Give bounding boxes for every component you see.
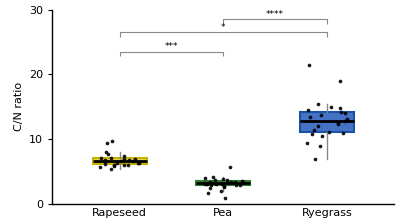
Point (317, 144, 323, 148)
Point (311, 157, 318, 161)
Point (212, 179, 218, 182)
Point (318, 113, 324, 116)
Point (344, 117, 350, 120)
Point (309, 132, 315, 136)
Point (342, 112, 348, 115)
Point (125, 164, 132, 167)
Point (336, 79, 343, 83)
Point (341, 119, 348, 123)
Point (305, 108, 311, 112)
Point (201, 181, 207, 185)
Point (126, 158, 132, 162)
Point (343, 118, 350, 122)
Point (96, 165, 103, 168)
Point (210, 175, 216, 179)
Point (218, 190, 224, 193)
Point (108, 156, 114, 160)
Point (207, 180, 214, 184)
PathPatch shape (93, 158, 147, 164)
Point (338, 110, 344, 114)
Text: *: * (221, 23, 226, 32)
Text: ***: *** (165, 42, 178, 51)
Point (306, 63, 312, 67)
PathPatch shape (300, 112, 354, 132)
Point (118, 159, 124, 163)
Point (335, 121, 342, 125)
Point (208, 183, 214, 187)
Point (228, 180, 234, 183)
Point (328, 105, 334, 109)
Point (314, 102, 321, 106)
Point (111, 164, 117, 168)
Point (135, 162, 142, 165)
Point (233, 184, 239, 187)
Point (221, 186, 227, 189)
Point (220, 177, 226, 181)
Point (222, 196, 228, 200)
Point (114, 162, 120, 165)
Point (201, 177, 208, 180)
Point (206, 186, 213, 190)
Point (303, 141, 310, 144)
Point (136, 161, 142, 165)
Point (224, 178, 230, 181)
Point (232, 180, 238, 183)
Text: ****: **** (266, 10, 284, 19)
Point (237, 183, 244, 187)
Point (103, 151, 110, 154)
Point (108, 139, 115, 142)
Point (204, 191, 211, 194)
Point (108, 167, 114, 170)
Point (227, 165, 233, 168)
Point (307, 115, 313, 118)
Point (102, 160, 108, 164)
Point (337, 106, 343, 110)
Point (130, 160, 137, 163)
Point (311, 128, 318, 131)
Point (98, 156, 104, 159)
Point (120, 157, 127, 161)
Point (326, 130, 332, 133)
Point (121, 163, 128, 166)
Y-axis label: C/N ratio: C/N ratio (14, 82, 24, 131)
Point (319, 134, 326, 138)
Point (111, 163, 118, 166)
Point (102, 162, 108, 166)
Point (121, 154, 127, 157)
Point (218, 182, 225, 185)
Point (335, 123, 342, 126)
Point (239, 179, 245, 183)
PathPatch shape (196, 181, 250, 185)
Point (240, 180, 246, 184)
Point (204, 182, 210, 185)
Point (212, 182, 219, 186)
Point (225, 181, 231, 185)
Point (132, 158, 138, 161)
Point (315, 125, 321, 128)
Point (202, 182, 208, 186)
Point (221, 184, 227, 188)
Point (102, 158, 108, 162)
Point (103, 141, 110, 144)
Point (104, 152, 111, 155)
Point (340, 131, 347, 135)
